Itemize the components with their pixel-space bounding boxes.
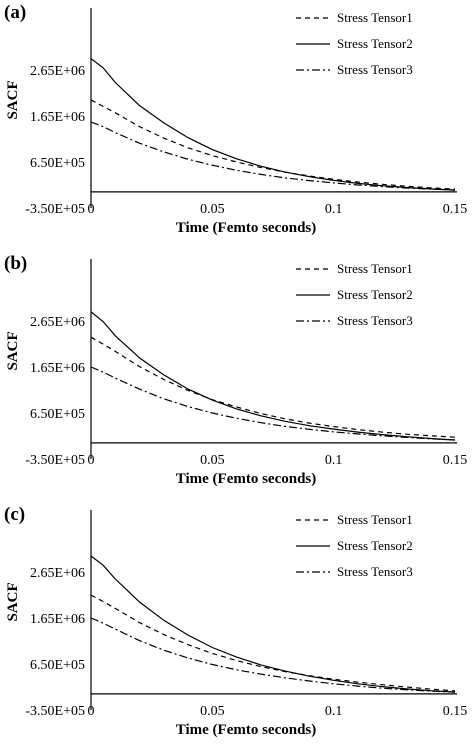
panel-label: (a) <box>4 2 26 23</box>
series-line <box>90 311 456 441</box>
y-axis-label: SACF <box>5 80 21 119</box>
legend-label: Stress Tensor1 <box>337 10 413 25</box>
x-tick-label: 0.15 <box>443 202 468 217</box>
legend-label: Stress Tensor2 <box>337 36 413 51</box>
legend-label: Stress Tensor2 <box>337 287 413 302</box>
x-tick-label: 0.15 <box>443 704 468 719</box>
x-tick-label: 0.1 <box>325 453 343 468</box>
legend-label: Stress Tensor3 <box>337 62 413 77</box>
x-tick-label: 0 <box>88 202 95 217</box>
x-tick-label: 0.1 <box>325 704 343 719</box>
x-tick-label: 0.1 <box>325 202 343 217</box>
x-tick-label: 0 <box>88 704 95 719</box>
chart-panel: (c) -3.50E+05 6.50E+05 1.65E+06 2.65E+06 0 0.0… <box>4 504 467 738</box>
series-line <box>90 366 456 441</box>
y-tick-label: 2.65E+06 <box>30 566 85 581</box>
legend-label: Stress Tensor3 <box>337 564 413 579</box>
chart-panel: (a) -3.50E+05 6.50E+05 1.65E+06 2.65E+06 0 0.0… <box>4 2 467 236</box>
x-axis-label: Time (Femto seconds) <box>176 471 317 487</box>
x-axis-label: Time (Femto seconds) <box>176 220 317 236</box>
x-tick-label: 0.05 <box>200 704 225 719</box>
series-line <box>90 58 456 191</box>
y-tick-label: 2.65E+06 <box>30 315 85 330</box>
y-tick-label: 1.65E+06 <box>30 612 85 627</box>
legend-label: Stress Tensor1 <box>337 512 413 527</box>
y-tick-label: 2.65E+06 <box>30 64 85 79</box>
y-tick-label: 6.50E+05 <box>30 658 85 673</box>
series-line <box>90 121 456 191</box>
y-axis-label: SACF <box>5 582 21 621</box>
series-line <box>90 555 456 693</box>
x-tick-label: 0 <box>88 453 95 468</box>
x-axis-label: Time (Femto seconds) <box>176 722 317 738</box>
panel-label: (b) <box>4 253 27 274</box>
y-axis-label: SACF <box>5 331 21 370</box>
y-tick-label: -3.50E+05 <box>25 202 85 217</box>
x-tick-label: 0.05 <box>200 202 225 217</box>
legend-label: Stress Tensor1 <box>337 261 413 276</box>
series-line <box>90 99 456 190</box>
x-tick-label: 0.05 <box>200 453 225 468</box>
panel-label: (c) <box>4 504 25 525</box>
y-tick-label: 1.65E+06 <box>30 110 85 125</box>
y-tick-label: -3.50E+05 <box>25 453 85 468</box>
y-tick-label: 6.50E+05 <box>30 407 85 422</box>
series-line <box>90 336 456 438</box>
legend-label: Stress Tensor2 <box>337 538 413 553</box>
series-line <box>90 617 456 693</box>
x-tick-label: 0.15 <box>443 453 468 468</box>
y-tick-label: -3.50E+05 <box>25 704 85 719</box>
y-tick-label: 1.65E+06 <box>30 361 85 376</box>
series-line <box>90 594 456 692</box>
chart-panel: (b) -3.50E+05 6.50E+05 1.65E+06 2.65E+06 0 0.0… <box>4 253 467 487</box>
y-tick-label: 6.50E+05 <box>30 156 85 171</box>
legend-label: Stress Tensor3 <box>337 313 413 328</box>
